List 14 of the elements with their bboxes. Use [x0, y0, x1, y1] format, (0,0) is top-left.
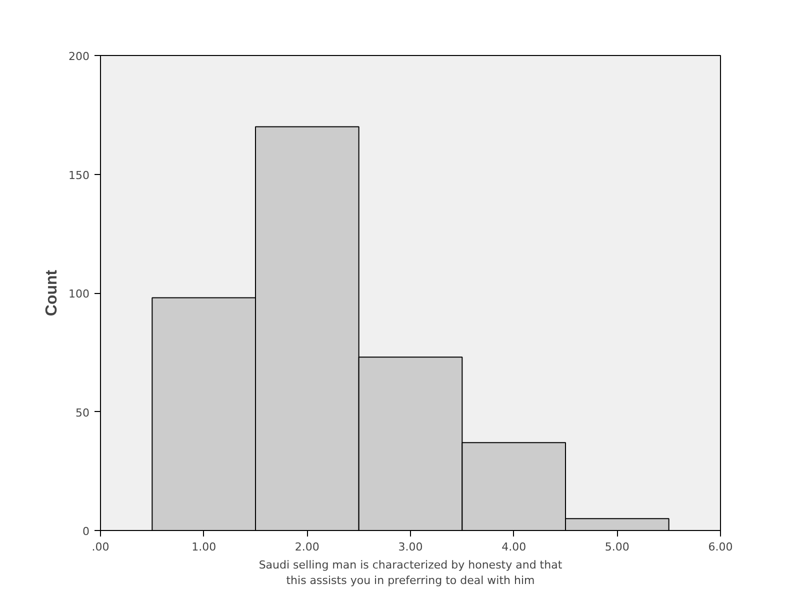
- y-tick-label: 50: [76, 406, 90, 420]
- x-tick-label: 3.00: [398, 540, 423, 554]
- x-tick-label: 6.00: [708, 540, 733, 554]
- y-tick-label: 0: [82, 525, 90, 538]
- x-tick-label: 5.00: [604, 540, 630, 554]
- x-tick-label: 2.00: [294, 540, 320, 554]
- y-tick-label: 100: [68, 288, 90, 300]
- y-axis-title: Count: [44, 269, 61, 316]
- y-tick-label: 150: [68, 168, 90, 182]
- x-tick-label: 1.00: [192, 540, 216, 554]
- x-tick-label: 4.00: [502, 540, 526, 554]
- x-axis-title: Saudi selling man is characterized by honesty and that this assists you in preferring to deal with him: [258, 558, 563, 588]
- x-tick-label: .00: [92, 540, 110, 554]
- y-tick-label: 200: [68, 50, 90, 63]
